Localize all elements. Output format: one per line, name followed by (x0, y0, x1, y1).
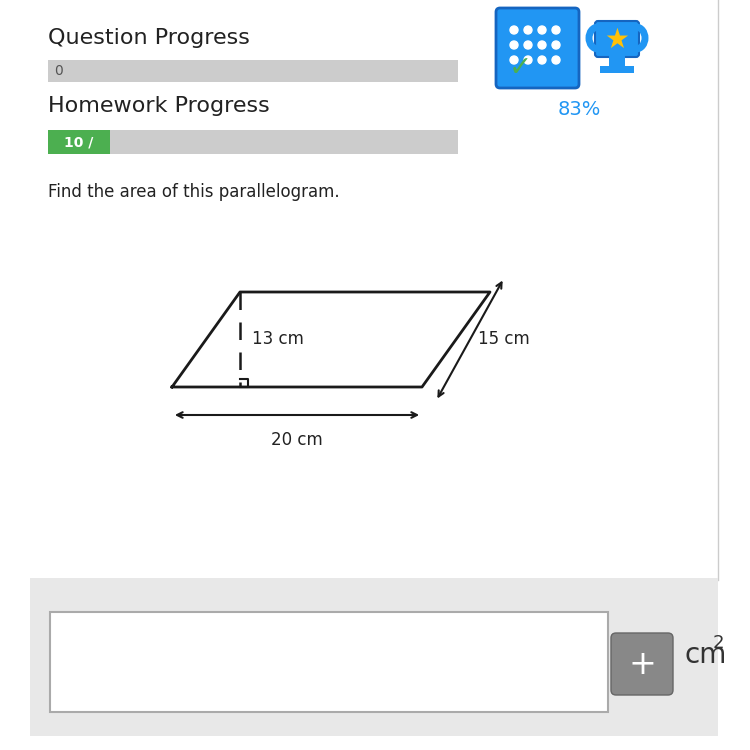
Text: +: + (628, 647, 656, 680)
Text: 10 /: 10 / (64, 135, 94, 149)
Circle shape (538, 26, 546, 34)
Text: 20 cm: 20 cm (272, 431, 322, 449)
FancyBboxPatch shape (609, 54, 625, 66)
FancyBboxPatch shape (595, 21, 639, 57)
Circle shape (524, 41, 532, 49)
Circle shape (510, 56, 518, 64)
Circle shape (552, 56, 560, 64)
Text: 15 cm: 15 cm (478, 331, 530, 349)
Circle shape (538, 56, 546, 64)
Text: 83%: 83% (557, 100, 601, 119)
Circle shape (510, 41, 518, 49)
Circle shape (552, 41, 560, 49)
Circle shape (510, 26, 518, 34)
Circle shape (524, 26, 532, 34)
Text: Homework Progress: Homework Progress (48, 96, 270, 116)
Text: ★: ★ (604, 26, 629, 54)
FancyBboxPatch shape (600, 66, 634, 73)
FancyBboxPatch shape (30, 578, 718, 736)
FancyBboxPatch shape (48, 130, 110, 154)
FancyBboxPatch shape (50, 612, 608, 712)
Circle shape (538, 41, 546, 49)
Text: cm: cm (685, 641, 728, 669)
Text: Find the area of this parallelogram.: Find the area of this parallelogram. (48, 183, 340, 201)
FancyBboxPatch shape (48, 60, 458, 82)
Text: ✓: ✓ (509, 54, 532, 82)
Text: 2: 2 (713, 634, 724, 652)
FancyBboxPatch shape (611, 633, 673, 695)
FancyBboxPatch shape (48, 130, 458, 154)
Circle shape (552, 26, 560, 34)
Text: Question Progress: Question Progress (48, 28, 250, 48)
Text: 13 cm: 13 cm (252, 331, 304, 349)
Text: 0: 0 (54, 64, 63, 78)
FancyBboxPatch shape (496, 8, 579, 88)
Circle shape (524, 56, 532, 64)
